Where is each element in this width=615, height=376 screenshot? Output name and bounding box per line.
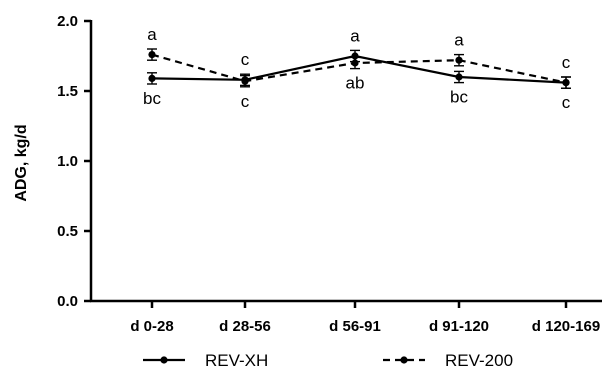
data-point bbox=[455, 73, 463, 81]
y-tick-label: 0.5 bbox=[57, 223, 78, 240]
legend-item-rev-xh: REV-XH bbox=[143, 351, 268, 370]
significance-letter: bc bbox=[450, 88, 468, 107]
x-tick-label: d 0-28 bbox=[130, 318, 173, 335]
data-point bbox=[241, 77, 249, 85]
legend: REV-XH REV-200 bbox=[143, 351, 513, 370]
significance-letter: c bbox=[241, 50, 250, 69]
y-tick-label: 2.0 bbox=[57, 13, 78, 30]
series-group: bc c a bc c a c ab a c bbox=[143, 25, 571, 112]
x-tick-label: d 28-56 bbox=[219, 318, 271, 335]
data-point bbox=[455, 56, 463, 64]
data-point bbox=[351, 59, 359, 67]
significance-letter: a bbox=[350, 26, 360, 45]
x-tick-label: d 91-120 bbox=[429, 318, 489, 335]
x-tick-label: d 56-91 bbox=[329, 318, 381, 335]
legend-marker bbox=[160, 356, 168, 364]
significance-letter: bc bbox=[143, 89, 161, 108]
y-tick-label: 0.0 bbox=[57, 293, 78, 310]
significance-letter: c bbox=[241, 92, 250, 111]
y-ticks: 0.0 0.5 1.0 1.5 2.0 bbox=[57, 13, 91, 310]
significance-letter: ab bbox=[346, 74, 365, 93]
legend-label: REV-XH bbox=[205, 351, 268, 370]
data-point bbox=[148, 51, 156, 59]
y-tick-label: 1.5 bbox=[57, 83, 78, 100]
x-ticks: d 0-28 d 28-56 d 56-91 d 91-120 d 120-169 bbox=[130, 301, 600, 335]
significance-letter: c bbox=[562, 93, 571, 112]
data-point bbox=[148, 74, 156, 82]
significance-letter: c bbox=[562, 53, 571, 72]
y-tick-label: 1.0 bbox=[57, 153, 78, 170]
y-axis-label: ADG, kg/d bbox=[13, 124, 30, 201]
x-tick-label: d 120-169 bbox=[532, 318, 600, 335]
data-point bbox=[562, 79, 570, 87]
legend-marker bbox=[400, 356, 408, 364]
series-rev-200: a c ab a c bbox=[147, 25, 571, 112]
legend-label: REV-200 bbox=[445, 351, 513, 370]
significance-letter: a bbox=[454, 31, 464, 50]
legend-item-rev-200: REV-200 bbox=[383, 351, 513, 370]
significance-letter: a bbox=[147, 25, 157, 44]
